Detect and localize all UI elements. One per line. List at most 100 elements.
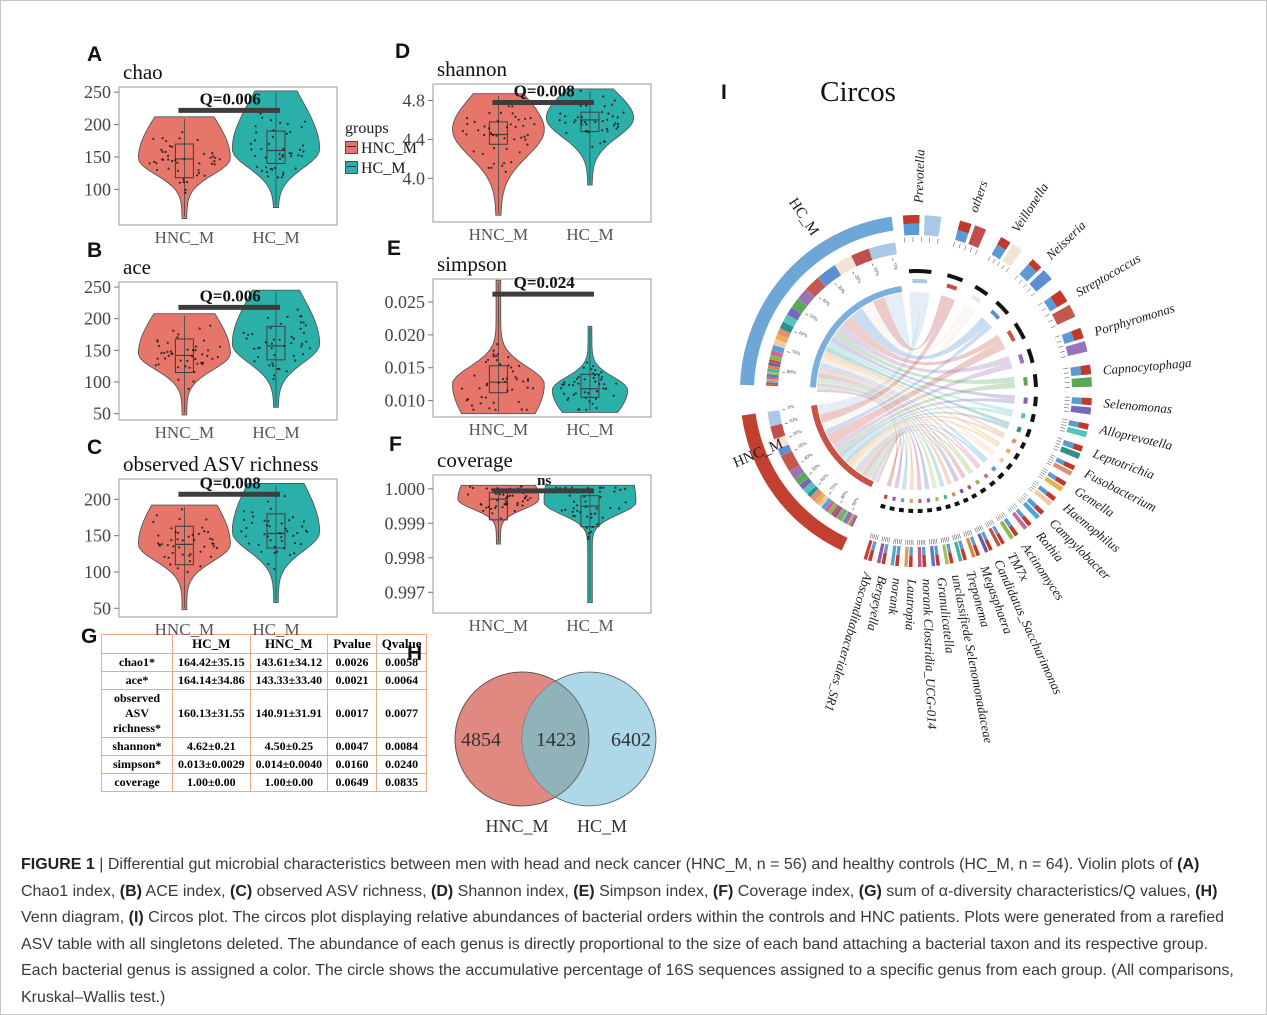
venn-diagram: 4854 1423 6402 HNC_M HC_M: [454, 671, 657, 836]
legend-title: groups: [345, 120, 389, 137]
scale-tick: 30%: [797, 442, 807, 451]
venn-overlap-count: 1423: [536, 729, 576, 751]
y-tick-label: 250: [84, 82, 111, 102]
caption-text: Shannon index,: [453, 882, 574, 900]
y-tick-label: 250: [84, 277, 111, 297]
venn-overlap: [522, 672, 589, 806]
table-header: Qvalue: [375, 633, 428, 655]
table-cell: 0.0058: [375, 653, 428, 673]
venn-left-count: 4854: [461, 729, 501, 751]
panel-letter-A: A: [87, 43, 103, 66]
table-row: observed ASV richness* 160.13±31.55 140.91…: [101, 689, 428, 739]
genus-bar: [1065, 341, 1088, 357]
scale-tick: 0%: [788, 405, 795, 411]
genus-bar: [863, 539, 873, 561]
box-plot: [266, 130, 286, 164]
box-plot: [580, 495, 600, 528]
panel-letter-D: D: [395, 40, 411, 63]
caption-text: Venn diagram,: [21, 909, 129, 927]
scale-tick: 40%: [821, 298, 831, 308]
box-plot: [266, 325, 286, 361]
scale-tick: 80%: [786, 370, 796, 376]
x-axis-label: HC_M: [566, 225, 613, 244]
significance-label: Q=0.008: [514, 81, 575, 100]
panel-letter-B: B: [87, 239, 103, 262]
genus-label: Neisseria: [1042, 217, 1089, 263]
table-cell: 0.0077: [375, 689, 428, 739]
genus-bar: [965, 537, 976, 558]
panel-letter-F: F: [389, 433, 402, 456]
jitter-points: [240, 495, 309, 571]
y-tick-label: 4.8: [403, 91, 426, 111]
caption-text: | Differential gut microbial characteris…: [94, 856, 1178, 873]
table-cell: ace*: [101, 671, 173, 691]
caption-bold: (E): [573, 882, 595, 900]
table-row: ace* 164.14±34.86 143.33±33.40 0.0021 0.0064: [101, 671, 428, 691]
scale-tick: 20%: [853, 274, 862, 284]
genus-bar: [977, 533, 989, 553]
x-axis-label: HNC_M: [469, 420, 529, 439]
caption-bold: (D): [430, 882, 454, 900]
box-plot: [580, 373, 600, 398]
x-axis-label: HC_M: [252, 228, 299, 247]
table-cell: chao1*: [101, 653, 173, 673]
venn-left-label: HNC_M: [485, 816, 548, 836]
significance-label: Q=0.024: [514, 273, 576, 292]
table-cell: 0.0017: [327, 689, 377, 739]
genus-label: Lautropia: [903, 578, 920, 632]
table-row: chao1* 164.42±35.15 143.61±34.12 0.0026 0.00…: [101, 653, 428, 673]
genus-bar: [1022, 501, 1040, 520]
caption-bold: (H): [1195, 882, 1218, 900]
y-tick-label: 0.997: [385, 582, 426, 602]
y-tick-label: 150: [84, 340, 111, 360]
table-cell: 0.014±0.0040: [249, 755, 329, 775]
table-row: simpson* 0.013±0.0029 0.014±0.0040 0.0160 0.…: [101, 755, 428, 775]
x-axis-label: HC_M: [252, 423, 299, 442]
y-tick-label: 50: [93, 598, 111, 618]
genus-bar: [890, 545, 897, 566]
y-tick-label: 0.998: [385, 548, 426, 568]
genus-bar: [968, 225, 987, 248]
y-tick-label: 150: [84, 147, 111, 167]
x-axis-label: HC_M: [566, 420, 613, 439]
scale-tick: 50%: [811, 463, 821, 473]
caption-text: Chao1 index,: [21, 882, 120, 900]
genus-bar: [876, 543, 885, 564]
legend-swatch-icon: [345, 161, 358, 174]
scale-tick: 10%: [872, 267, 880, 277]
legend-item-HNC_M: HNC_M: [345, 139, 417, 159]
y-tick-label: 50: [93, 404, 111, 424]
violin-panel-F: coverage 0.997 0.998 0.999 1.000 HNC_M HC_M ns: [385, 448, 652, 635]
y-tick-label: 0.999: [385, 513, 426, 533]
table-cell: 0.0047: [327, 737, 377, 757]
genus-bar: [1059, 446, 1081, 460]
y-tick-label: 4.0: [403, 168, 426, 188]
x-axis-label: HC_M: [252, 620, 299, 639]
circos-ribbons: [817, 292, 1015, 490]
caption-bold: (C): [230, 882, 253, 900]
jitter-points: [154, 324, 222, 390]
genus-label: Selenomonas: [1103, 395, 1173, 416]
y-tick-label: 100: [84, 179, 111, 199]
jitter-points: [242, 308, 311, 381]
table-row: shannon* 4.62±0.21 4.50±0.25 0.0047 0.0084: [101, 737, 428, 757]
scale-tick: 10%: [789, 417, 799, 424]
table-cell: simpson*: [101, 755, 173, 775]
table-row: coverage 1.00±0.00 1.00±0.00 0.0649 0.0835: [101, 773, 428, 793]
genus-bar: [988, 527, 1001, 547]
genus-bar: [917, 546, 922, 567]
panel-letter-H: H: [407, 642, 423, 665]
figure-caption: FIGURE 1 | Differential gut microbial ch…: [21, 852, 1249, 1011]
table-cell: observed ASV richness*: [101, 689, 173, 739]
significance-label: ns: [537, 473, 551, 489]
y-tick-label: 4.4: [403, 129, 426, 149]
genus-bar: [1052, 462, 1073, 476]
plot-title: chao: [123, 60, 163, 84]
genus-bar: [1034, 489, 1053, 507]
plot-title: simpson: [437, 252, 508, 276]
table-cell: coverage: [101, 773, 173, 793]
genus-label: Alloprevotella: [1098, 421, 1175, 453]
table-cell: 4.62±0.21: [172, 737, 251, 757]
circos-title: Circos: [820, 76, 896, 108]
table-cell: 0.0026: [327, 653, 377, 673]
